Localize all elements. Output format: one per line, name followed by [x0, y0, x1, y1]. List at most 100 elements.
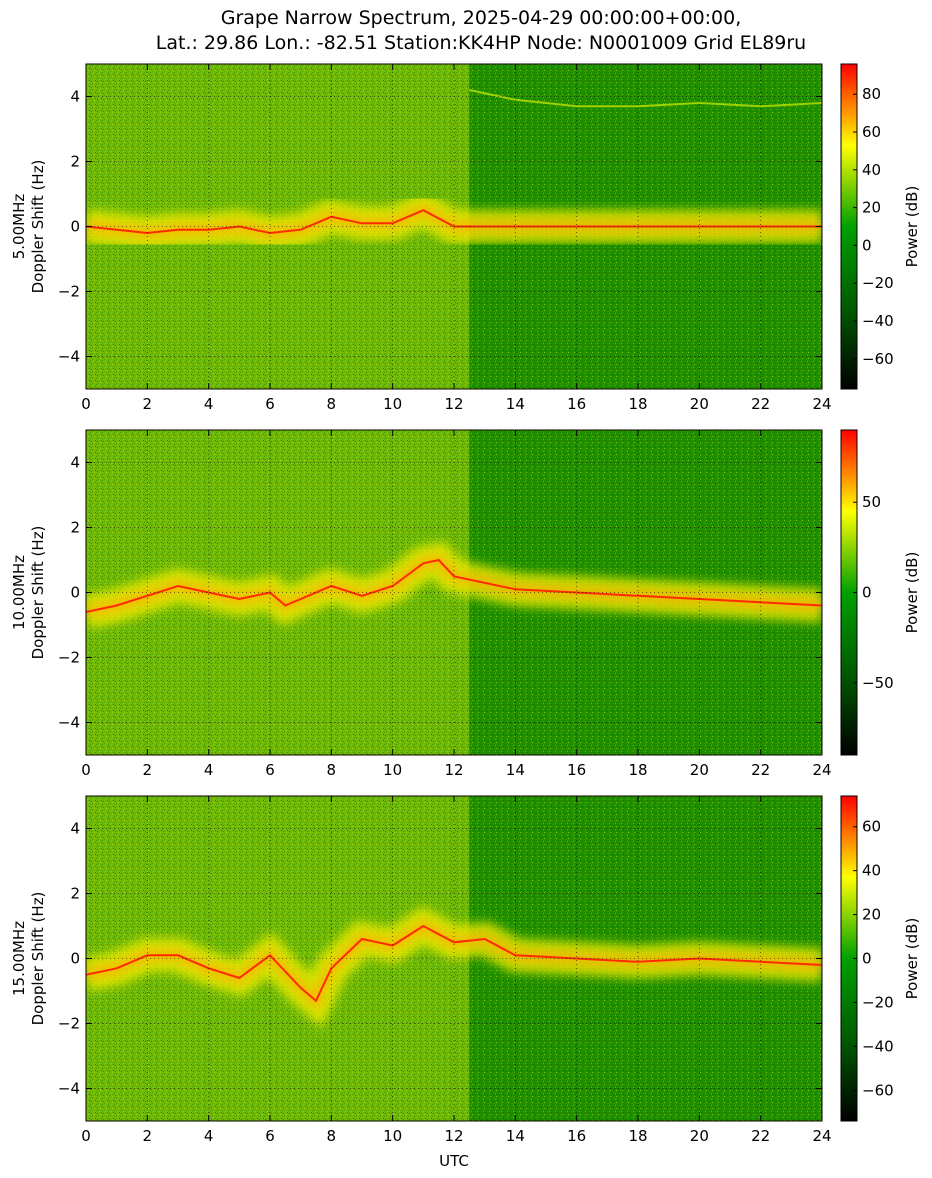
x-tick-label: 20: [690, 1127, 709, 1145]
y-axis-label-freq: 5.00MHz: [10, 194, 28, 260]
colorbar-tick-label: 20: [862, 199, 881, 217]
colorbar-tick-label: −50: [862, 674, 894, 692]
x-tick-label: 24: [812, 395, 831, 413]
x-tick-label: 12: [444, 1127, 463, 1145]
y-tick-label: 4: [70, 820, 80, 838]
y-tick-label: −4: [58, 714, 80, 732]
x-tick-label: 0: [81, 1127, 91, 1145]
x-tick-label: 14: [506, 1127, 525, 1145]
colorbar-tick-label: −20: [862, 993, 894, 1011]
x-tick-label: 6: [265, 395, 275, 413]
y-axis-label-doppler: Doppler Shift (Hz): [29, 892, 47, 1026]
y-axis-label-doppler: Doppler Shift (Hz): [29, 160, 47, 294]
x-tick-label: 22: [751, 1127, 770, 1145]
colorbar-tick-label: 0: [862, 950, 872, 968]
x-tick-label: 22: [751, 395, 770, 413]
colorbar-tick-label: 20: [862, 906, 881, 924]
colorbar-1: 80 60 40 20 0 −20 −40 −60 Power (dB): [840, 63, 921, 390]
y-tick-label: 2: [70, 153, 80, 171]
x-tick-label: 6: [265, 761, 275, 779]
x-tick-label: 10: [383, 761, 402, 779]
x-tick-label: 12: [444, 761, 463, 779]
y-axis-label-freq: 15.00MHz: [10, 921, 28, 996]
colorbar-tick-label: −60: [862, 1081, 894, 1099]
x-tick-label: 8: [327, 395, 337, 413]
grid-lines: [85, 430, 823, 755]
x-tick-label: 16: [567, 761, 586, 779]
colorbar-tick-label: 60: [862, 123, 881, 141]
colorbar-tick-label: 0: [862, 236, 872, 254]
grid-lines: [85, 796, 823, 1121]
y-axis-label-doppler: Doppler Shift (Hz): [29, 526, 47, 660]
x-tick-label: 18: [628, 1127, 647, 1145]
x-tick-label: 0: [81, 395, 91, 413]
y-tick-label: 0: [70, 950, 80, 968]
y-tick-label: 4: [70, 454, 80, 472]
colorbar-2: 50 0 −50 Power (dB): [840, 429, 921, 756]
x-tick-label: 0: [81, 761, 91, 779]
y-tick-label: 0: [70, 584, 80, 602]
x-tick-label: 22: [751, 761, 770, 779]
colorbar-tick-label: 40: [862, 862, 881, 880]
x-tick-label: 4: [204, 761, 214, 779]
colorbar-tick-label: 60: [862, 818, 881, 836]
x-tick-label: 14: [506, 761, 525, 779]
colorbar-label: Power (dB): [903, 918, 921, 1000]
y-tick-label: −2: [58, 283, 80, 301]
y-tick-label: −2: [58, 649, 80, 667]
colorbar-tick-label: −40: [862, 1037, 894, 1055]
x-tick-label: 4: [204, 395, 214, 413]
x-tick-label: 16: [567, 1127, 586, 1145]
x-tick-label: 6: [265, 1127, 275, 1145]
persistent-tone-trace: [469, 89, 822, 108]
colorbar-label: Power (dB): [903, 186, 921, 268]
y-axis-label-freq: 10.00MHz: [10, 555, 28, 630]
x-tick-label: 2: [143, 1127, 153, 1145]
y-tick-label: −4: [58, 348, 80, 366]
x-tick-label: 24: [812, 761, 831, 779]
y-tick-label: −2: [58, 1015, 80, 1033]
colorbar-tick-label: 40: [862, 161, 881, 179]
y-tick-label: 2: [70, 885, 80, 903]
colorbar-tick-label: −40: [862, 312, 894, 330]
colorbar-3: 60 40 20 0 −20 −40 −60 Power (dB): [840, 795, 921, 1122]
spectrogram-2: [86, 430, 822, 755]
colorbar-tick-label: −60: [862, 350, 894, 368]
x-tick-label: 20: [690, 395, 709, 413]
y-tick-label: 2: [70, 519, 80, 537]
colorbar-label: Power (dB): [903, 552, 921, 634]
y-tick-label: 4: [70, 88, 80, 106]
doppler-trace: [86, 924, 822, 1003]
spectrogram-1: [86, 64, 822, 389]
x-tick-label: 14: [506, 395, 525, 413]
x-tick-label: 10: [383, 395, 402, 413]
x-tick-label: 16: [567, 395, 586, 413]
colorbar-gradient: [840, 63, 858, 390]
x-tick-label: 12: [444, 395, 463, 413]
figure-title-line-2: Lat.: 29.86 Lon.: -82.51 Station:KK4HP N…: [156, 32, 806, 54]
colorbar-tick-label: 50: [862, 493, 881, 511]
doppler-trace: [86, 558, 822, 613]
y-tick-label: −4: [58, 1080, 80, 1098]
colorbar-tick-label: −20: [862, 274, 894, 292]
x-tick-label: 18: [628, 395, 647, 413]
x-tick-label: 18: [628, 761, 647, 779]
x-tick-label: 8: [327, 761, 337, 779]
colorbar-tick-label: 80: [862, 85, 881, 103]
y-tick-label: 0: [70, 218, 80, 236]
colorbar-tick-label: 0: [862, 584, 872, 602]
x-tick-label: 24: [812, 1127, 831, 1145]
x-tick-label: 2: [143, 761, 153, 779]
x-tick-label: 2: [143, 395, 153, 413]
doppler-trace: [86, 209, 822, 235]
x-tick-label: 10: [383, 1127, 402, 1145]
x-axis-label: UTC: [439, 1152, 469, 1170]
x-tick-label: 4: [204, 1127, 214, 1145]
figure-title-line-1: Grape Narrow Spectrum, 2025-04-29 00:00:…: [221, 7, 742, 29]
x-tick-label: 8: [327, 1127, 337, 1145]
